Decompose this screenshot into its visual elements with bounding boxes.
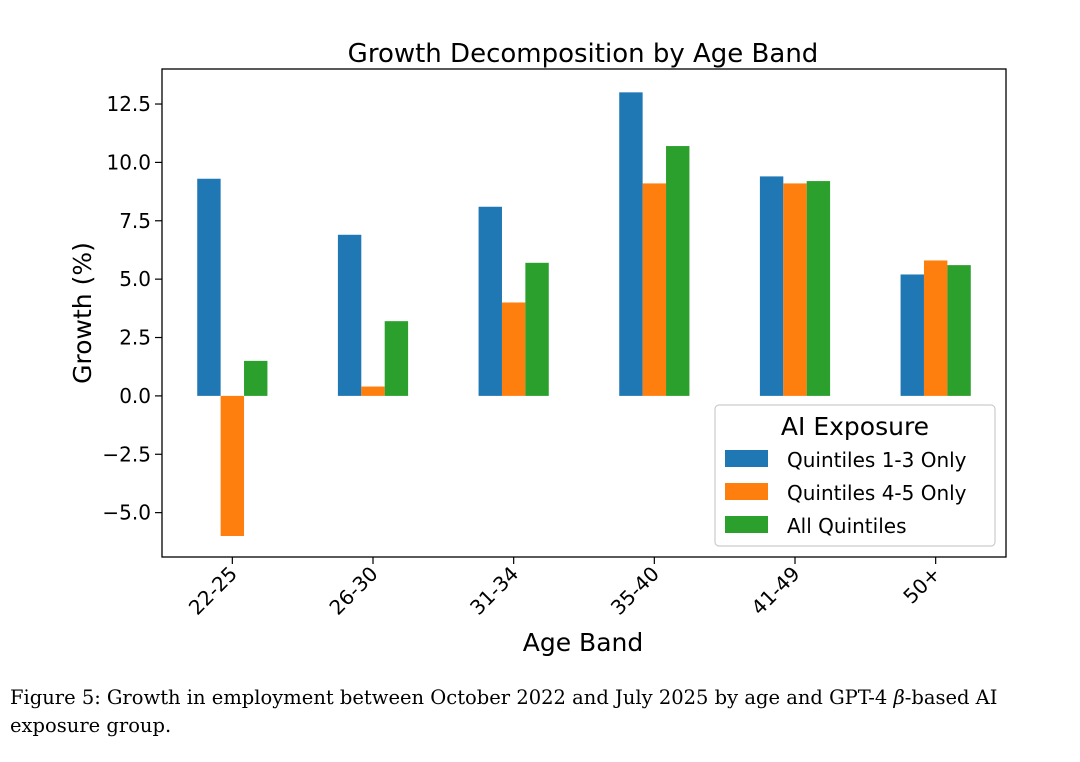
bar-50+-series-1: [900, 274, 924, 396]
bar-35-40-series-3: [666, 146, 690, 396]
legend-swatch-1: [725, 450, 768, 467]
y-tick-label: −2.5: [102, 442, 151, 466]
y-axis-label: Growth (%): [68, 242, 97, 384]
bar-26-30-series-1: [337, 234, 362, 396]
bar-41-49-series-1: [759, 176, 784, 396]
legend-items: Quintiles 1-3 Only Quintiles 4-5 Only All …: [725, 448, 967, 538]
legend-title: AI Exposure: [781, 412, 929, 441]
bar-26-30-series-3: [384, 321, 409, 396]
bar-31-34-series-2: [501, 302, 526, 396]
x-tick-label: 50+: [898, 562, 945, 609]
y-tick-label: 12.5: [106, 92, 151, 116]
bar-chart: Growth Decomposition by Age Band Growth …: [68, 39, 1007, 657]
figure-caption: Figure 5: Growth in employment between Oc…: [10, 684, 1072, 740]
chart-title: Growth Decomposition by Age Band: [348, 39, 819, 69]
legend-swatch-2: [725, 483, 768, 500]
legend: AI Exposure Quintiles 1-3 OnlyQuintiles …: [714, 404, 996, 547]
y-tick-label: 0.0: [119, 384, 151, 408]
legend-label-1: Quintiles 1-3 Only: [787, 448, 967, 472]
plot-frame: [161, 68, 1007, 558]
x-tick-label: 26-30: [324, 562, 382, 620]
legend-label-3: All Quintiles: [787, 514, 906, 538]
caption-beta-symbol: β: [893, 686, 905, 709]
bar-31-34-series-1: [478, 206, 502, 396]
x-axis-ticks: 22-25 26-30 31-34 35-40 41-49 50+: [184, 557, 945, 620]
y-tick-label: −5.0: [102, 501, 151, 525]
legend-label-2: Quintiles 4-5 Only: [787, 481, 967, 505]
y-tick-label: 10.0: [106, 150, 151, 174]
bar-41-49-series-2: [783, 183, 807, 396]
bar-35-40-series-1: [619, 92, 643, 396]
y-tick-label: 5.0: [119, 267, 151, 291]
bar-50+-series-2: [923, 260, 948, 396]
bar-41-49-series-3: [806, 181, 831, 396]
bar-22-25-series-3: [244, 360, 268, 396]
caption-text-end: -based AI exposure group.: [10, 686, 998, 737]
x-tick-label: 35-40: [606, 562, 664, 620]
bar-35-40-series-2: [642, 183, 667, 396]
x-tick-label: 22-25: [184, 562, 242, 620]
caption-label: Figure 5:: [10, 686, 101, 709]
legend-swatch-3: [725, 516, 768, 533]
y-tick-label: 7.5: [119, 209, 151, 233]
x-tick-label: 41-49: [746, 562, 804, 620]
bar-31-34-series-3: [525, 262, 549, 396]
bar-22-25-series-1: [197, 178, 221, 396]
x-axis-label: Age Band: [523, 628, 643, 657]
bars-layer: [197, 92, 971, 536]
y-axis-ticks: −5.0 −2.5 0.0 2.5 5.0 7.5 10.0 12.5: [102, 92, 162, 525]
bar-26-30-series-2: [361, 386, 385, 396]
legend-box: [714, 404, 996, 547]
bar-22-25-series-2: [220, 395, 245, 536]
x-tick-label: 31-34: [465, 562, 523, 620]
y-tick-label: 2.5: [119, 326, 151, 350]
caption-text-start: Growth in employment between October 202…: [106, 686, 894, 709]
bar-50+-series-3: [947, 265, 971, 396]
